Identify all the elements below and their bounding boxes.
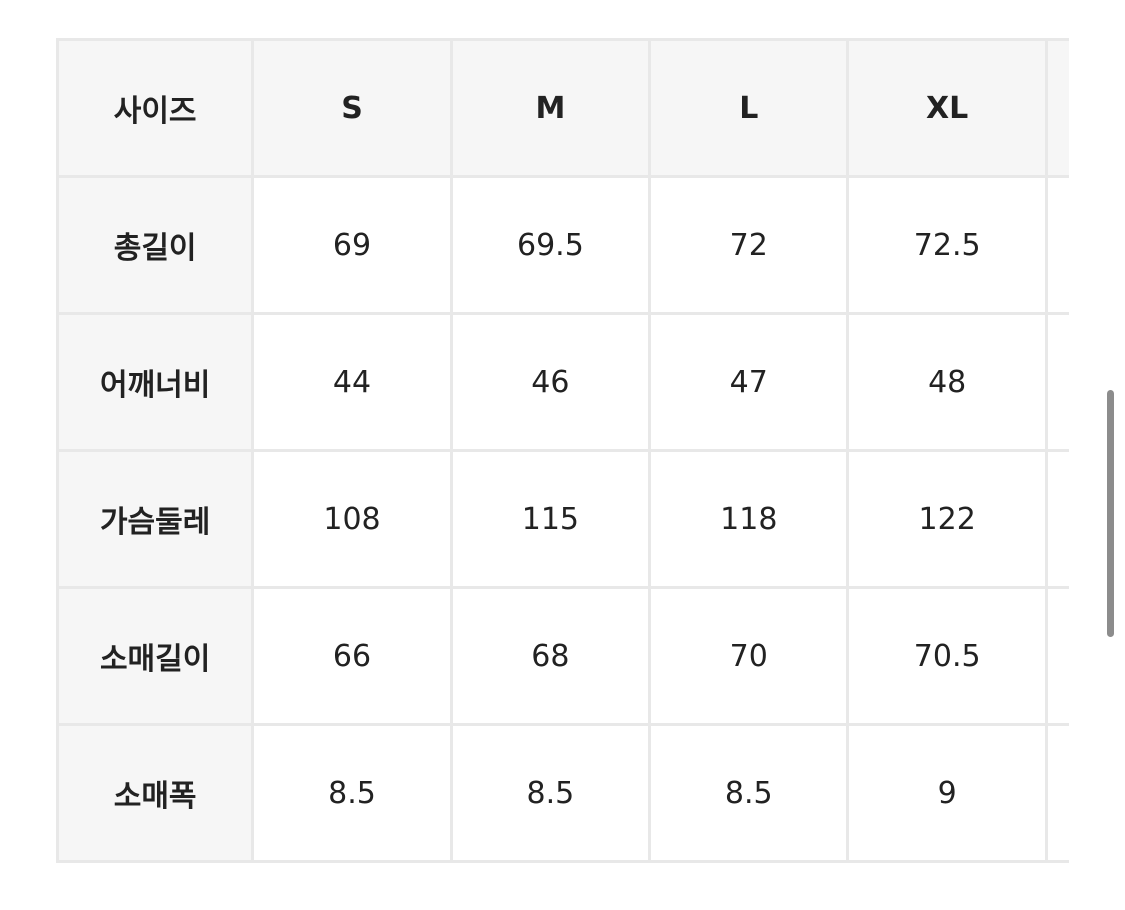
table-cell: 69 [251,175,453,315]
table-cell: 122 [846,449,1048,589]
table-cell: 46 [449,312,652,452]
table-cell: 44 [251,312,453,452]
table-cell: 48 [846,312,1048,452]
table-row: 총길이 69 69.5 72 72.5 [56,175,1069,315]
table-cell: 115 [449,449,652,589]
table-cell: 108 [251,449,453,589]
vertical-scrollbar[interactable] [1107,390,1114,637]
size-chart-container: 사이즈 S M L XL 총길이 69 69.5 72 72.5 어깨너비 44… [56,38,1069,878]
row-label: 총길이 [56,175,255,315]
header-cell-s: S [251,38,453,178]
row-label: 어깨너비 [56,312,255,452]
table-row: 소매길이 66 68 70 70.5 [56,586,1069,726]
header-cell-extra [1044,38,1069,178]
table-cell [1044,586,1069,726]
table-row: 어깨너비 44 46 47 48 [56,312,1069,452]
header-cell-l: L [648,38,850,178]
table-cell: 66 [251,586,453,726]
header-cell-xl: XL [846,38,1048,178]
table-cell: 9 [846,723,1048,863]
size-chart-table: 사이즈 S M L XL 총길이 69 69.5 72 72.5 어깨너비 44… [56,38,1069,863]
table-cell: 8.5 [251,723,453,863]
table-cell: 72.5 [846,175,1048,315]
header-cell-m: M [449,38,652,178]
table-cell: 118 [648,449,850,589]
table-cell [1044,175,1069,315]
row-label: 소매폭 [56,723,255,863]
table-row: 가슴둘레 108 115 118 122 [56,449,1069,589]
table-cell: 8.5 [648,723,850,863]
table-cell [1044,449,1069,589]
table-cell: 72 [648,175,850,315]
table-cell: 8.5 [449,723,652,863]
table-row: 소매폭 8.5 8.5 8.5 9 [56,723,1069,863]
table-cell [1044,312,1069,452]
header-cell-size: 사이즈 [56,38,255,178]
table-cell [1044,723,1069,863]
table-cell: 47 [648,312,850,452]
row-label: 가슴둘레 [56,449,255,589]
table-cell: 69.5 [449,175,652,315]
table-header-row: 사이즈 S M L XL [56,38,1069,178]
table-cell: 68 [449,586,652,726]
table-cell: 70.5 [846,586,1048,726]
row-label: 소매길이 [56,586,255,726]
table-cell: 70 [648,586,850,726]
